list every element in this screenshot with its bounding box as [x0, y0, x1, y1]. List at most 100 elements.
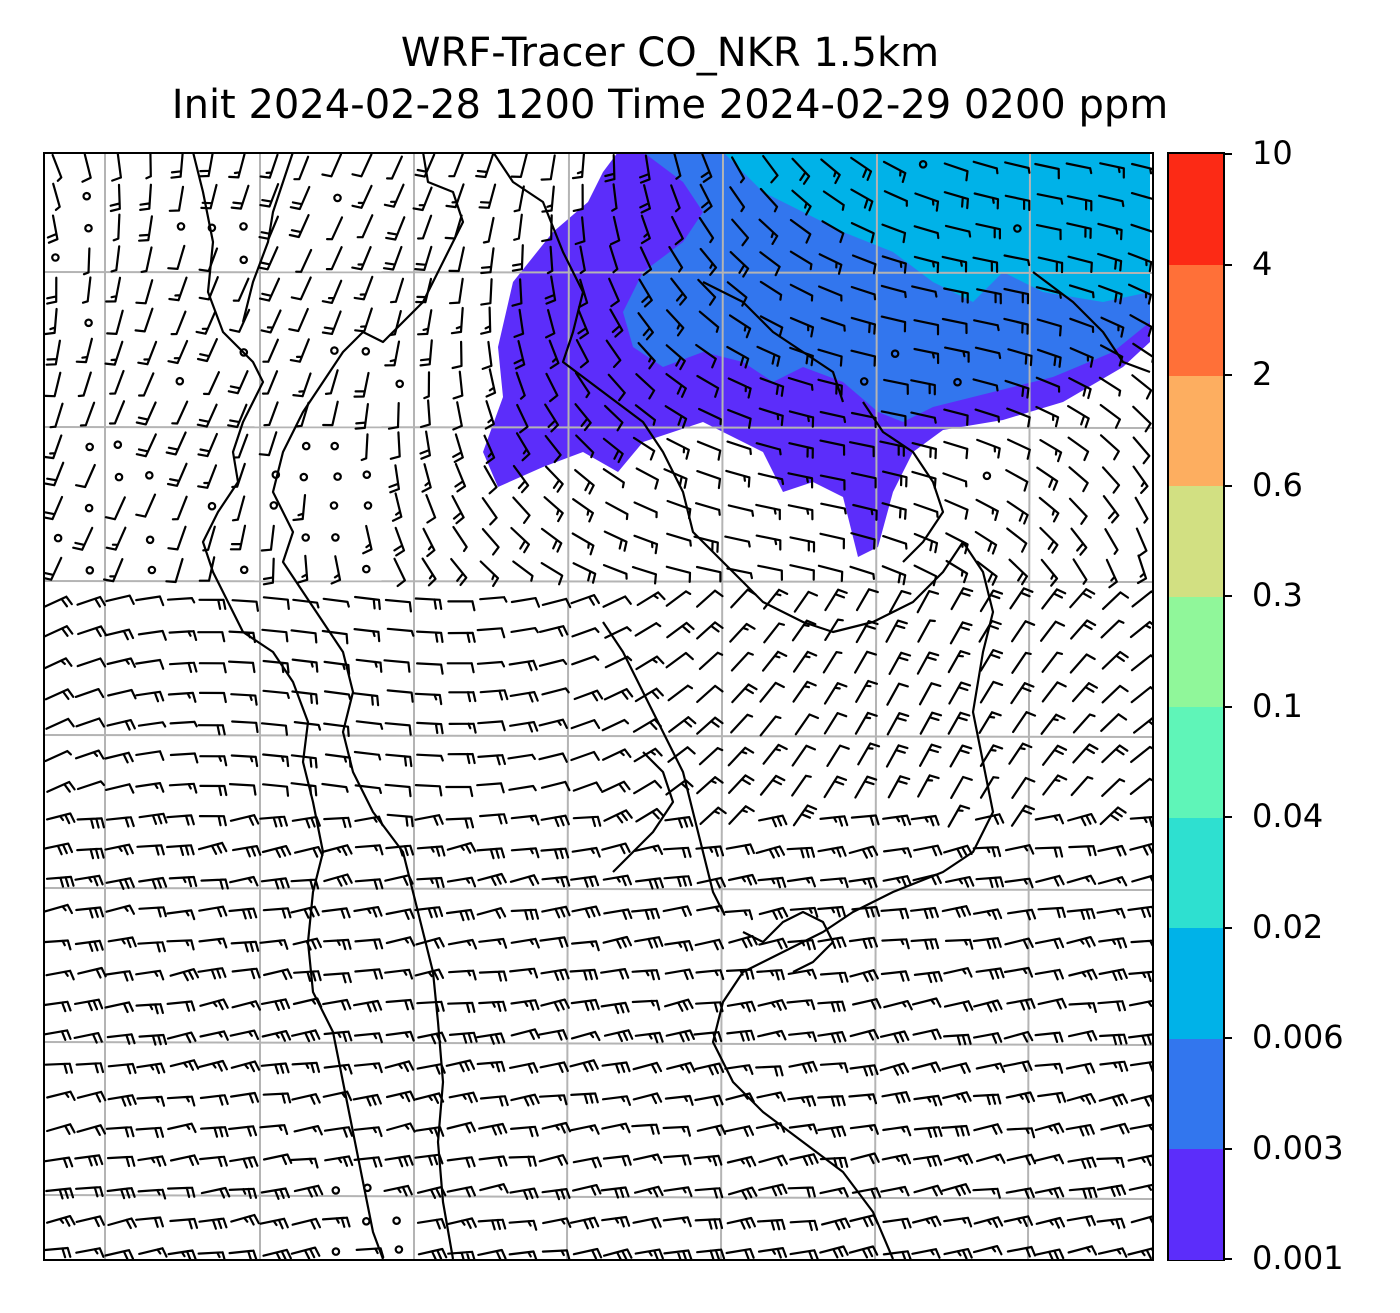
wind-barb	[290, 754, 318, 769]
wind-barb	[79, 401, 96, 427]
wind-barb	[1066, 222, 1092, 239]
wind-barb	[259, 183, 280, 208]
calm-wind-marker	[333, 193, 342, 203]
wind-barb	[422, 527, 436, 558]
wind-barb	[1007, 438, 1031, 460]
wind-barb	[228, 153, 246, 179]
wind-barb	[698, 651, 724, 670]
wind-barb	[169, 1154, 200, 1166]
wind-barb	[540, 847, 570, 860]
wind-barb	[819, 815, 849, 827]
wind-barb	[943, 440, 969, 460]
wind-barb	[75, 1215, 105, 1228]
wind-barb	[385, 936, 416, 947]
wind-barb	[386, 155, 403, 180]
wind-barb	[817, 905, 846, 918]
wind-barb	[944, 499, 969, 520]
wind-barb	[510, 847, 540, 859]
wind-barb	[573, 689, 604, 702]
wind-barb	[789, 316, 815, 338]
wind-barb	[167, 244, 186, 270]
wind-barb	[323, 722, 350, 737]
wind-barb	[295, 248, 313, 273]
wind-barb	[603, 530, 628, 552]
calm-wind-marker	[239, 255, 249, 265]
wind-barb	[696, 1248, 726, 1259]
wind-barb	[260, 998, 291, 1011]
chart-title: WRF-Tracer CO_NKR 1.5km	[400, 30, 940, 76]
latitude-gridline	[43, 1041, 1152, 1046]
wind-barb	[887, 775, 911, 799]
wind-barb	[848, 845, 879, 859]
wind-barb	[602, 595, 632, 608]
wind-barb	[290, 905, 320, 919]
colorbar-tick-label: 0.3	[1252, 576, 1303, 614]
wind-barb	[45, 1187, 75, 1200]
wind-barb	[755, 503, 781, 521]
wind-barb	[446, 1156, 476, 1168]
wind-barb	[1035, 1216, 1066, 1229]
wind-barb	[260, 524, 275, 552]
wind-barb	[1101, 744, 1129, 764]
wind-barb	[820, 158, 841, 185]
wind-barb	[479, 596, 508, 603]
wind-barb	[354, 878, 384, 890]
wind-barb	[511, 278, 523, 307]
wind-barb	[507, 753, 536, 760]
wind-barb	[290, 1157, 319, 1169]
wind-barb	[726, 567, 753, 580]
wind-barb	[137, 1155, 167, 1167]
wind-barb	[541, 597, 572, 609]
wind-barb	[1041, 651, 1064, 673]
calm-wind-marker	[85, 442, 95, 452]
wind-barb	[417, 214, 433, 240]
wind-barb	[1098, 284, 1123, 305]
wind-barb	[198, 276, 219, 301]
wind-barb	[569, 1059, 599, 1073]
wind-barb	[819, 1187, 849, 1198]
colorbar-segment	[1169, 375, 1223, 487]
wind-barb	[1098, 968, 1128, 981]
wind-barb	[850, 188, 874, 212]
wind-barb	[881, 1153, 912, 1166]
wind-barb	[850, 316, 876, 335]
wind-barb	[510, 814, 540, 826]
wind-barb	[548, 339, 560, 370]
wind-barb	[231, 1000, 261, 1011]
wind-barb	[509, 1062, 539, 1074]
wind-barb	[544, 275, 557, 305]
wind-barb	[540, 562, 564, 586]
wind-barb	[508, 659, 538, 672]
colorbar-tick	[1223, 374, 1232, 376]
wind-barb	[913, 970, 943, 984]
calm-wind-marker	[84, 223, 93, 233]
wind-barb	[166, 462, 188, 487]
wind-barb	[446, 876, 477, 888]
wind-barb	[572, 815, 602, 828]
wind-barb	[729, 622, 756, 643]
colorbar-tick-label: 0.6	[1252, 465, 1303, 504]
wind-barb	[1100, 316, 1125, 338]
wind-barb	[75, 1247, 105, 1258]
wind-barb	[604, 404, 624, 432]
calm-wind-marker	[859, 377, 869, 386]
wind-barb	[973, 319, 1000, 332]
wind-barb	[944, 938, 974, 950]
wind-barb	[262, 783, 290, 797]
wind-barb	[231, 462, 246, 489]
wind-barb	[45, 717, 75, 730]
wind-barb	[817, 845, 847, 858]
wind-barb	[138, 876, 168, 890]
colorbar-segment	[1169, 264, 1223, 376]
wind-barb	[881, 565, 907, 586]
wind-barb	[385, 216, 406, 241]
wind-barb	[1004, 937, 1034, 950]
wind-barb	[758, 1154, 788, 1167]
wind-barb	[355, 1247, 385, 1259]
wind-barb	[910, 814, 940, 827]
wind-barb	[911, 470, 937, 489]
wind-barb	[389, 310, 402, 337]
wind-barb	[165, 557, 184, 584]
wind-barb	[1127, 252, 1152, 273]
wind-barb	[76, 780, 106, 791]
